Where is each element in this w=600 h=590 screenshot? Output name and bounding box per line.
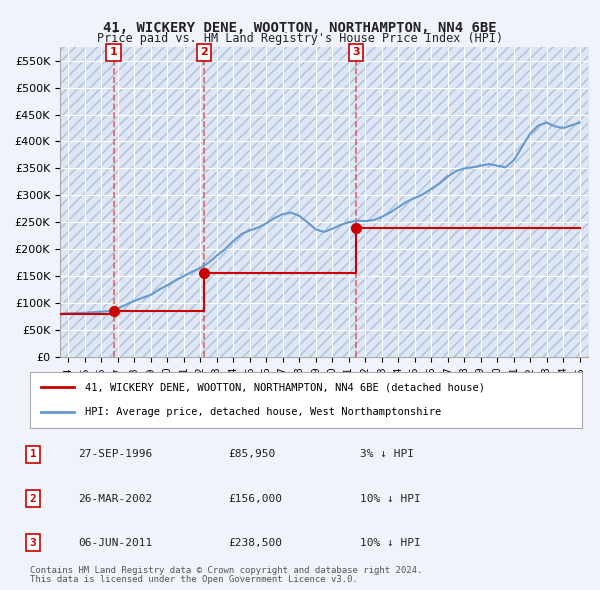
Text: This data is licensed under the Open Government Licence v3.0.: This data is licensed under the Open Gov… <box>30 575 358 584</box>
Text: £85,950: £85,950 <box>228 450 275 459</box>
Text: 10% ↓ HPI: 10% ↓ HPI <box>360 494 421 503</box>
Text: Contains HM Land Registry data © Crown copyright and database right 2024.: Contains HM Land Registry data © Crown c… <box>30 566 422 575</box>
Text: 1: 1 <box>110 47 118 57</box>
Text: Price paid vs. HM Land Registry's House Price Index (HPI): Price paid vs. HM Land Registry's House … <box>97 32 503 45</box>
Text: 3: 3 <box>29 538 37 548</box>
Text: 27-SEP-1996: 27-SEP-1996 <box>78 450 152 459</box>
Text: 41, WICKERY DENE, WOOTTON, NORTHAMPTON, NN4 6BE: 41, WICKERY DENE, WOOTTON, NORTHAMPTON, … <box>103 21 497 35</box>
Text: 10% ↓ HPI: 10% ↓ HPI <box>360 538 421 548</box>
Text: 06-JUN-2011: 06-JUN-2011 <box>78 538 152 548</box>
Text: 2: 2 <box>200 47 208 57</box>
Text: HPI: Average price, detached house, West Northamptonshire: HPI: Average price, detached house, West… <box>85 407 442 417</box>
Text: £238,500: £238,500 <box>228 538 282 548</box>
Text: 3% ↓ HPI: 3% ↓ HPI <box>360 450 414 459</box>
Text: 2: 2 <box>29 494 37 503</box>
Text: 3: 3 <box>352 47 359 57</box>
Text: 26-MAR-2002: 26-MAR-2002 <box>78 494 152 503</box>
Text: £156,000: £156,000 <box>228 494 282 503</box>
Text: 1: 1 <box>29 450 37 459</box>
Text: 41, WICKERY DENE, WOOTTON, NORTHAMPTON, NN4 6BE (detached house): 41, WICKERY DENE, WOOTTON, NORTHAMPTON, … <box>85 382 485 392</box>
